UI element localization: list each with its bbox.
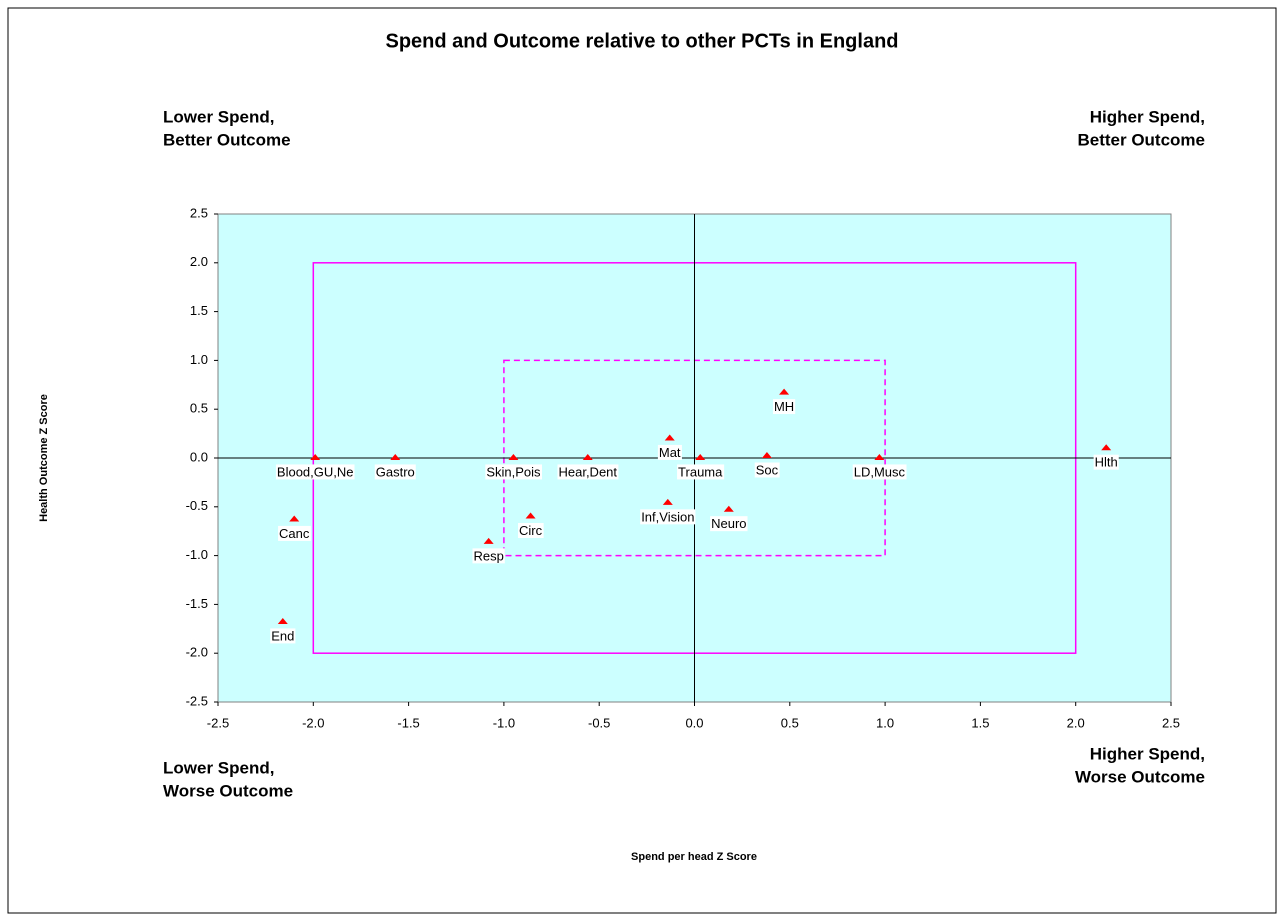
point-label: Circ	[519, 523, 543, 538]
point-label: Blood,GU,Ne	[277, 464, 354, 479]
y-tick-label: 0.0	[190, 449, 208, 464]
point-label-bg	[657, 444, 682, 460]
data-point	[483, 537, 494, 544]
x-tick-label: 0.5	[781, 715, 799, 730]
data-point	[525, 512, 536, 519]
y-axis-title: Health Outcome Z Score	[38, 394, 50, 522]
point-label-bg	[710, 516, 748, 532]
point-label-bg	[275, 464, 355, 480]
corner-annotation: Better Outcome	[163, 130, 291, 149]
point-label-bg	[278, 525, 311, 541]
x-tick-label: -2.0	[302, 715, 324, 730]
y-tick-label: 1.5	[190, 303, 208, 318]
data-point	[1101, 444, 1112, 451]
x-axis-title: Spend per head Z Score	[631, 851, 757, 863]
x-tick-label: 0.0	[685, 715, 703, 730]
point-label-bg	[270, 628, 296, 644]
point-label: Resp	[473, 548, 503, 563]
point-label-bg	[640, 509, 696, 525]
data-point	[662, 498, 673, 505]
point-label: Skin,Pois	[486, 464, 541, 479]
corner-annotation: Higher Spend,	[1090, 744, 1205, 763]
point-label: MH	[774, 399, 794, 414]
point-label: Mat	[659, 445, 681, 460]
point-label-bg	[677, 464, 725, 480]
point-label-bg	[485, 464, 543, 480]
x-tick-label: -1.0	[493, 715, 515, 730]
point-label: End	[271, 628, 294, 643]
y-tick-label: -2.5	[186, 693, 208, 708]
point-label: Trauma	[678, 464, 723, 479]
data-point	[779, 388, 790, 395]
corner-annotation: Lower Spend,	[163, 758, 274, 777]
point-label: Inf,Vision	[641, 509, 694, 524]
corner-annotation: Worse Outcome	[1075, 767, 1205, 786]
point-label: Hlth	[1095, 455, 1118, 470]
y-tick-label: -1.0	[186, 547, 208, 562]
point-label-bg	[1093, 454, 1119, 470]
data-point	[695, 454, 706, 460]
y-tick-label: 2.5	[190, 205, 208, 220]
point-label: LD,Musc	[854, 464, 906, 479]
point-label-bg	[772, 399, 796, 415]
data-point	[310, 454, 321, 460]
corner-annotation: Lower Spend,	[163, 107, 274, 126]
x-tick-label: -1.5	[397, 715, 419, 730]
x-tick-label: 1.0	[876, 715, 894, 730]
data-point	[582, 454, 593, 460]
point-label: Soc	[756, 462, 779, 477]
data-point	[664, 434, 675, 441]
data-point	[289, 515, 300, 522]
point-label: Hear,Dent	[558, 464, 617, 479]
point-label: Canc	[279, 526, 310, 541]
data-point	[508, 454, 519, 460]
y-tick-label: 1.0	[190, 352, 208, 367]
data-point	[761, 452, 772, 459]
corner-annotation: Worse Outcome	[163, 781, 293, 800]
x-tick-label: -0.5	[588, 715, 610, 730]
y-tick-label: -0.5	[186, 498, 208, 513]
y-tick-label: 0.5	[190, 401, 208, 416]
y-tick-label: -2.0	[186, 645, 208, 660]
corner-annotation: Higher Spend,	[1090, 107, 1205, 126]
point-label-bg	[754, 462, 780, 478]
y-tick-label: -1.5	[186, 596, 208, 611]
point-label-bg	[518, 522, 544, 538]
x-tick-label: 2.5	[1162, 715, 1180, 730]
data-point	[723, 505, 734, 512]
point-label-bg	[472, 548, 505, 564]
point-label-bg	[557, 464, 619, 480]
data-point	[874, 454, 885, 460]
y-tick-label: 2.0	[190, 254, 208, 269]
data-point	[277, 617, 288, 624]
point-label: Neuro	[711, 516, 746, 531]
data-point	[390, 454, 401, 460]
point-label: Gastro	[376, 464, 415, 479]
x-tick-label: -2.5	[207, 715, 229, 730]
point-label-bg	[374, 464, 416, 480]
corner-annotation: Better Outcome	[1077, 130, 1205, 149]
x-tick-label: 2.0	[1067, 715, 1085, 730]
point-label-bg	[852, 464, 907, 480]
chart-title: Spend and Outcome relative to other PCTs…	[385, 30, 898, 52]
x-tick-label: 1.5	[971, 715, 989, 730]
